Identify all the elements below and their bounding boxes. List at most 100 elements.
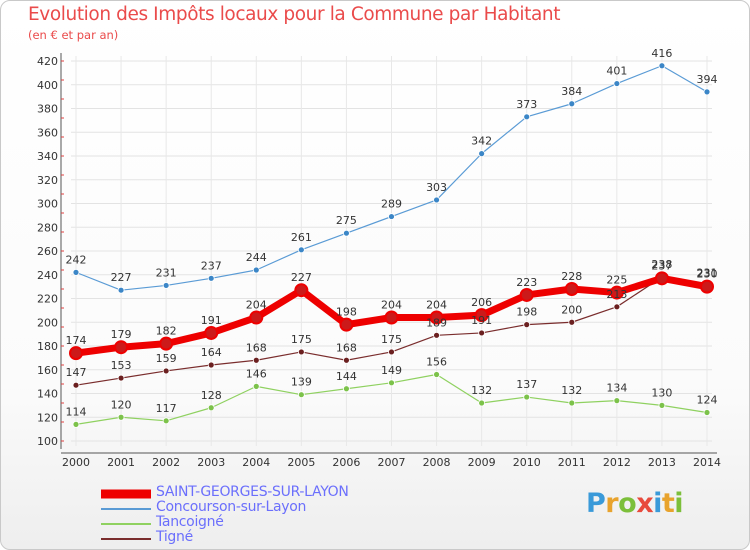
data-point [162,367,170,375]
legend-swatch [101,522,151,525]
y-tick-label: 320 [37,174,58,187]
data-point [339,317,354,332]
data-label: 191 [471,314,492,327]
data-label: 179 [111,328,132,341]
data-point [703,88,711,96]
data-point [343,385,350,393]
data-label: 416 [651,47,672,60]
data-label: 342 [471,135,492,148]
data-point [297,348,305,356]
y-tick-label: 360 [37,126,58,139]
data-label: 144 [336,370,357,383]
data-label: 231 [697,266,718,279]
data-label: 206 [471,296,492,309]
x-tick-label: 2008 [423,456,451,469]
data-label: 164 [201,346,222,359]
x-tick-label: 2002 [152,456,180,469]
data-label: 237 [651,259,672,272]
x-tick-label: 2013 [648,456,676,469]
data-point [433,196,440,204]
x-tick-label: 2004 [242,456,270,469]
data-label: 401 [606,65,627,78]
data-point [388,379,395,387]
data-label: 191 [201,314,222,327]
data-point [568,318,576,326]
data-point [658,62,666,70]
data-label: 303 [426,181,447,194]
data-point [207,361,215,369]
data-label: 114 [66,405,87,418]
logo-letter: o [618,488,637,519]
x-tick-label: 2001 [107,456,135,469]
data-label: 237 [201,259,222,272]
data-point [429,310,444,325]
data-label: 132 [561,384,582,397]
data-point [384,310,399,325]
legend-swatch [101,507,151,510]
data-label: 261 [291,231,312,244]
logo-letter: t [661,488,675,519]
data-point [700,279,714,294]
data-label: 168 [336,341,357,354]
data-label: 225 [606,274,627,287]
data-label: 149 [381,364,402,377]
data-label: 139 [291,376,312,389]
data-label: 120 [111,398,132,411]
data-point [297,246,305,254]
x-tick-label: 2007 [378,456,406,469]
data-point [478,399,486,407]
data-label: 128 [201,389,222,402]
data-label: 289 [381,198,402,211]
data-point [72,420,80,428]
data-point [207,274,215,282]
data-label: 175 [291,333,312,346]
data-point [654,271,669,286]
data-label: 153 [111,359,132,372]
y-tick-label: 220 [37,293,58,306]
data-point [294,283,309,298]
y-tick-label: 140 [37,388,58,401]
x-tick-label: 2014 [693,456,721,469]
y-tick-label: 120 [37,411,58,424]
data-label: 182 [156,325,177,338]
logo-letter: i [674,488,684,519]
chart-title: Evolution des Impôts locaux pour la Comm… [28,4,561,25]
data-label: 137 [516,378,537,391]
data-label: 156 [426,356,447,369]
data-label: 200 [561,303,582,316]
data-label: 227 [291,271,312,284]
data-point [609,285,624,300]
data-point [523,113,531,121]
data-label: 275 [336,214,357,227]
data-label: 230 [697,268,718,281]
data-point [162,417,170,425]
data-point [613,397,621,405]
data-point [564,282,579,296]
data-point [117,286,125,294]
legend-label: Concourson-sur-Layon [156,499,307,515]
data-point [162,282,170,289]
data-point [343,229,350,237]
data-point [252,356,260,364]
x-tick-label: 2005 [287,456,315,469]
data-point [478,329,486,337]
data-point [69,346,83,361]
x-tick-label: 2012 [603,456,631,469]
data-label: 238 [651,258,672,271]
y-tick-label: 340 [37,150,58,163]
data-label: 223 [516,276,537,289]
y-tick-label: 400 [37,79,58,92]
data-label: 231 [156,266,177,279]
x-tick-label: 2000 [62,456,90,469]
data-point [613,80,621,87]
data-label: 174 [66,334,87,347]
data-point [114,340,129,355]
data-point [568,399,576,407]
data-label: 198 [336,306,357,319]
data-point [159,336,174,351]
data-point [523,393,531,401]
data-label: 117 [156,402,177,415]
data-label: 204 [246,299,267,312]
x-tick-label: 2010 [513,456,541,469]
